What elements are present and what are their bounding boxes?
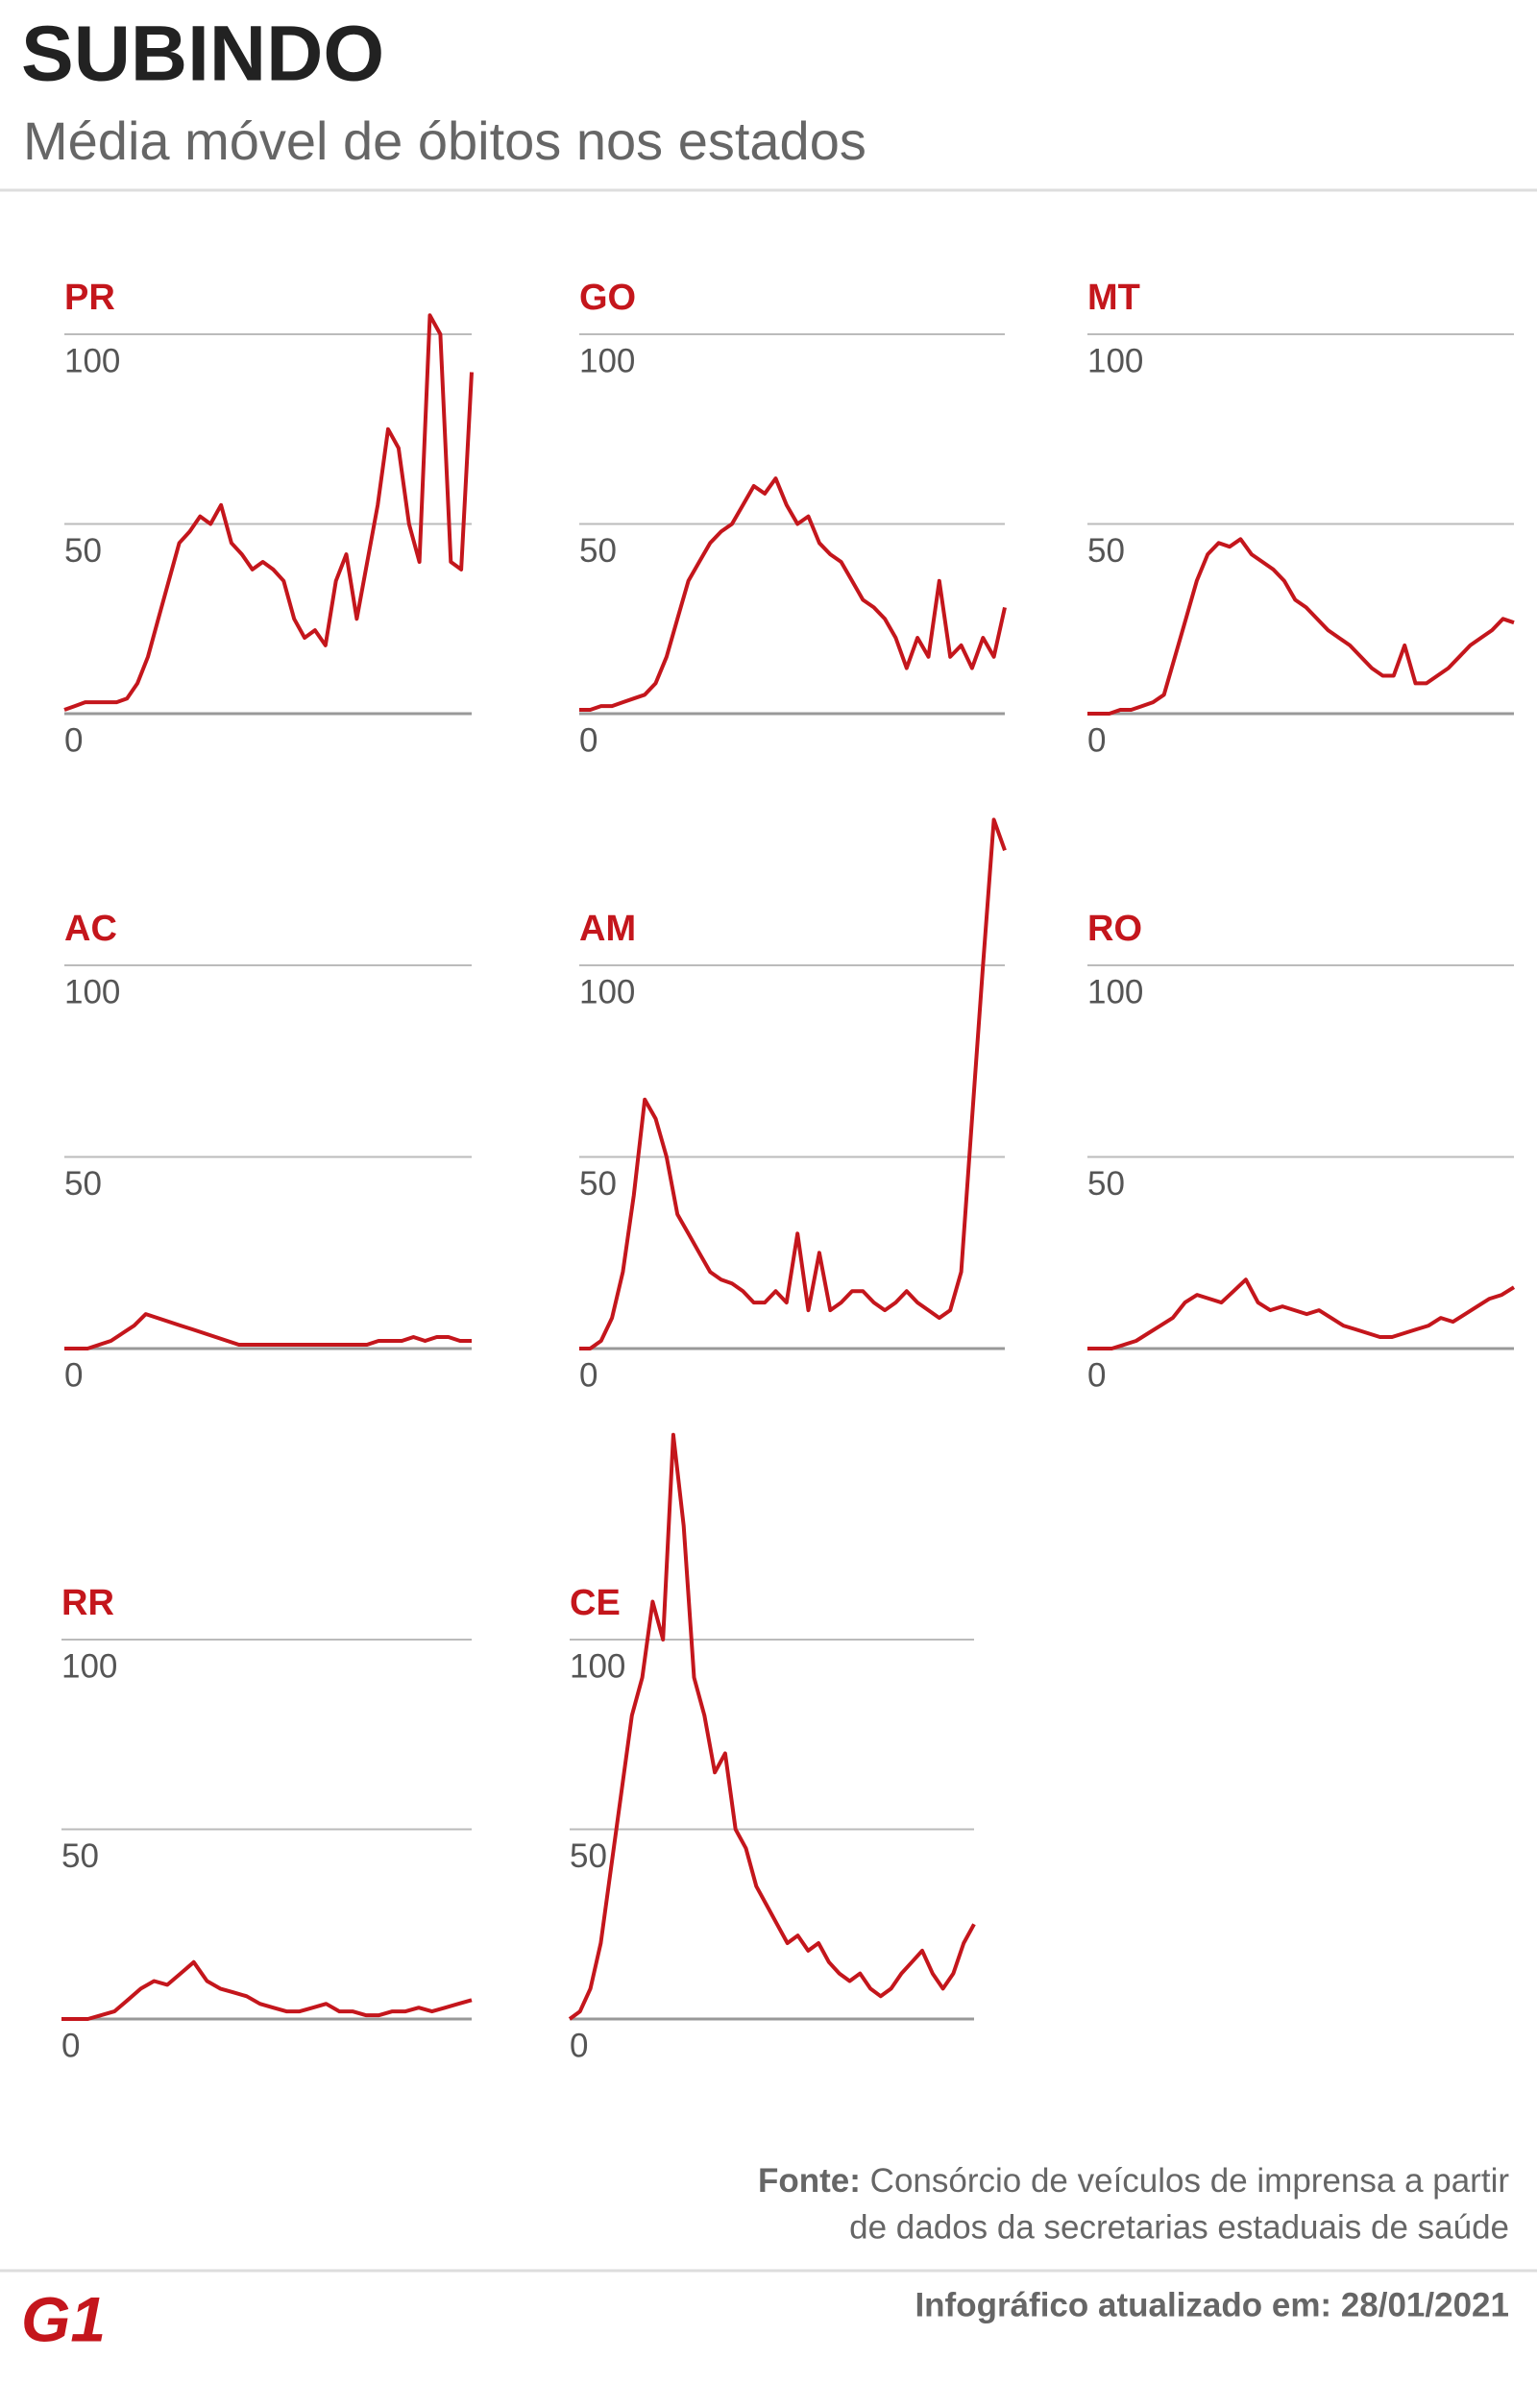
series-line [579, 817, 1007, 1350]
y-tick-label: 100 [1087, 342, 1143, 379]
y-tick-label: 100 [570, 1647, 625, 1685]
logo: G1 [21, 2283, 106, 2354]
y-tick-label: 0 [579, 1356, 598, 1394]
series-line [1087, 537, 1515, 716]
panel-title: CE [570, 1583, 621, 1623]
panel-title: PR [64, 278, 115, 318]
y-tick-label: 50 [1087, 1165, 1125, 1203]
source-line: Fonte: Consórcio de veículos de imprensa… [758, 2162, 1509, 2200]
series-line [61, 1959, 473, 2021]
panel-title: RO [1087, 909, 1142, 949]
source-label: Fonte: [758, 2162, 861, 2200]
panel-title: AC [64, 909, 117, 949]
series-line [63, 313, 474, 712]
y-tick-label: 50 [1087, 532, 1125, 570]
source-text: Consórcio de veículos de imprensa a part… [870, 2162, 1510, 2200]
page-subtitle: Média móvel de óbitos nos estados [23, 110, 866, 171]
y-tick-label: 50 [579, 532, 617, 570]
y-tick-label: 100 [579, 342, 635, 379]
y-tick-label: 100 [61, 1647, 117, 1685]
y-tick-label: 0 [1087, 1356, 1106, 1394]
page-title: SUBINDO [21, 11, 384, 98]
panel-title: AM [579, 909, 636, 949]
panel-title: MT [1087, 278, 1140, 318]
y-tick-label: 0 [64, 1356, 83, 1394]
series-line [64, 1312, 472, 1350]
y-tick-label: 100 [64, 342, 120, 379]
y-tick-label: 100 [579, 973, 635, 1010]
panel-title: RR [61, 1583, 114, 1623]
y-tick-label: 50 [64, 532, 102, 570]
series-line [1087, 1277, 1516, 1350]
updated-date: Infográfico atualizado em: 28/01/2021 [915, 2286, 1509, 2323]
y-tick-label: 100 [64, 973, 120, 1010]
panel-title: GO [579, 278, 636, 318]
y-tick-label: 0 [61, 2027, 80, 2064]
series-line [579, 476, 1007, 712]
series-line [568, 1432, 976, 2021]
y-tick-label: 0 [579, 721, 598, 759]
source-text: de dados da secretarias estaduais de saú… [849, 2208, 1509, 2246]
y-tick-label: 100 [1087, 973, 1143, 1010]
y-tick-label: 50 [570, 1837, 607, 1875]
y-tick-label: 50 [579, 1165, 617, 1203]
y-tick-label: 0 [64, 721, 83, 759]
y-tick-label: 0 [570, 2027, 588, 2064]
y-tick-label: 50 [64, 1165, 102, 1203]
y-tick-label: 0 [1087, 721, 1106, 759]
y-tick-label: 50 [61, 1837, 99, 1875]
